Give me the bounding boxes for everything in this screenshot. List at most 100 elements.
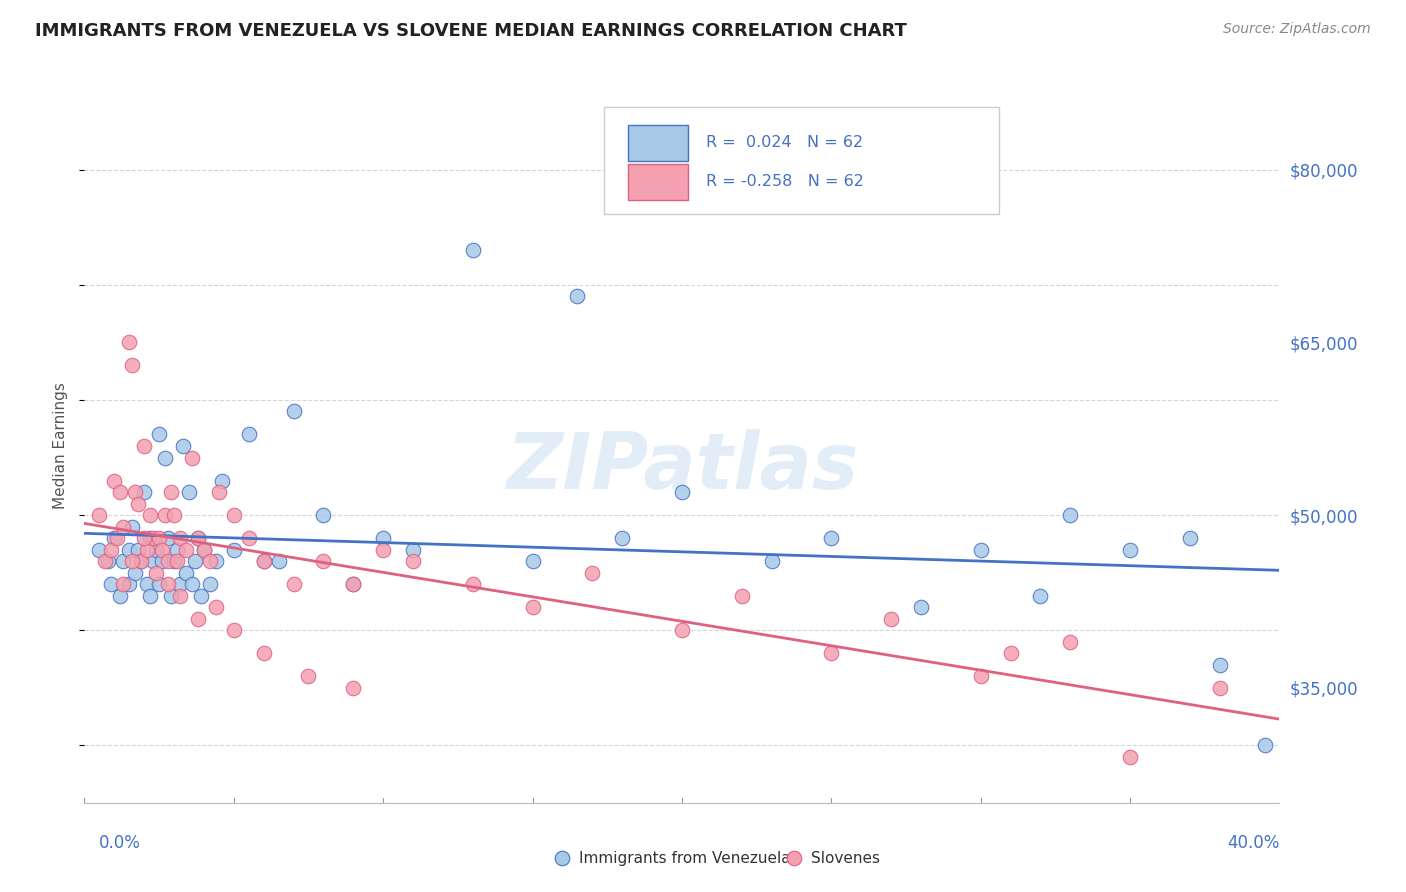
Point	[132, 485, 156, 500]
Point	[157, 554, 180, 568]
Point	[118, 542, 141, 557]
Text: Source: ZipAtlas.com: Source: ZipAtlas.com	[1223, 22, 1371, 37]
Point	[121, 519, 143, 533]
Point	[118, 335, 141, 350]
Point	[166, 554, 188, 568]
Point	[970, 542, 993, 557]
Point	[222, 508, 245, 522]
Point	[89, 542, 111, 557]
Point	[184, 554, 207, 568]
Point	[169, 589, 191, 603]
Point	[253, 646, 276, 660]
Point	[342, 681, 364, 695]
Y-axis label: Median Earnings: Median Earnings	[53, 383, 69, 509]
Point	[153, 508, 176, 522]
Point	[127, 497, 149, 511]
Point	[731, 589, 754, 603]
Point	[283, 577, 305, 591]
Point	[139, 589, 162, 603]
Text: ZIPatlas: ZIPatlas	[506, 429, 858, 506]
Point	[1209, 657, 1232, 672]
Point	[1178, 531, 1201, 545]
Point	[160, 589, 183, 603]
Point	[121, 359, 143, 373]
Point	[163, 508, 186, 522]
Point	[253, 554, 276, 568]
Point	[136, 542, 159, 557]
Point	[373, 542, 395, 557]
Point	[103, 531, 125, 545]
Point	[124, 566, 146, 580]
Point	[612, 531, 634, 545]
Point	[169, 577, 191, 591]
Point	[139, 531, 162, 545]
Point	[910, 600, 932, 615]
Point	[160, 485, 183, 500]
Point	[461, 244, 484, 258]
Point	[880, 612, 903, 626]
Point	[187, 531, 209, 545]
Point	[177, 485, 200, 500]
Point	[820, 646, 842, 660]
Point	[283, 404, 305, 418]
Point	[1059, 508, 1081, 522]
Point	[121, 554, 143, 568]
Text: R =  0.024   N = 62: R = 0.024 N = 62	[706, 136, 863, 150]
Point	[312, 508, 335, 522]
Point	[163, 554, 186, 568]
Point	[110, 589, 132, 603]
Point	[142, 531, 165, 545]
Point	[1000, 646, 1022, 660]
Point	[190, 589, 212, 603]
Point	[342, 577, 364, 591]
Point	[148, 427, 170, 442]
Point	[129, 554, 152, 568]
Text: Slovenes: Slovenes	[811, 851, 880, 865]
Point	[124, 485, 146, 500]
Point	[127, 542, 149, 557]
Point	[222, 623, 245, 637]
Point	[1029, 589, 1052, 603]
Point	[461, 577, 484, 591]
Point	[671, 623, 693, 637]
Point	[145, 542, 167, 557]
Text: R = -0.258   N = 62: R = -0.258 N = 62	[706, 175, 863, 189]
Point	[187, 531, 209, 545]
Point	[567, 289, 589, 303]
Point	[238, 531, 260, 545]
Point	[222, 542, 245, 557]
Point	[97, 554, 120, 568]
Point	[205, 600, 228, 615]
Point	[297, 669, 319, 683]
Point	[139, 508, 162, 522]
Point	[1253, 738, 1275, 752]
Point	[174, 566, 197, 580]
Point	[181, 450, 204, 465]
Point	[132, 439, 156, 453]
Point	[94, 554, 117, 568]
Point	[970, 669, 993, 683]
Point	[342, 577, 364, 591]
Point	[783, 851, 806, 865]
Point	[157, 577, 180, 591]
Point	[136, 577, 159, 591]
Point	[205, 554, 228, 568]
Point	[198, 554, 221, 568]
Point	[1059, 634, 1081, 648]
Point	[1119, 542, 1142, 557]
Point	[100, 577, 122, 591]
Point	[169, 531, 191, 545]
Point	[157, 531, 180, 545]
Point	[1119, 749, 1142, 764]
Point	[312, 554, 335, 568]
Point	[402, 554, 425, 568]
Point	[174, 542, 197, 557]
Point	[253, 554, 276, 568]
Point	[103, 474, 125, 488]
Point	[211, 474, 233, 488]
Point	[522, 554, 544, 568]
Point	[150, 554, 173, 568]
Point	[89, 508, 111, 522]
Point	[153, 450, 176, 465]
FancyBboxPatch shape	[628, 125, 688, 161]
